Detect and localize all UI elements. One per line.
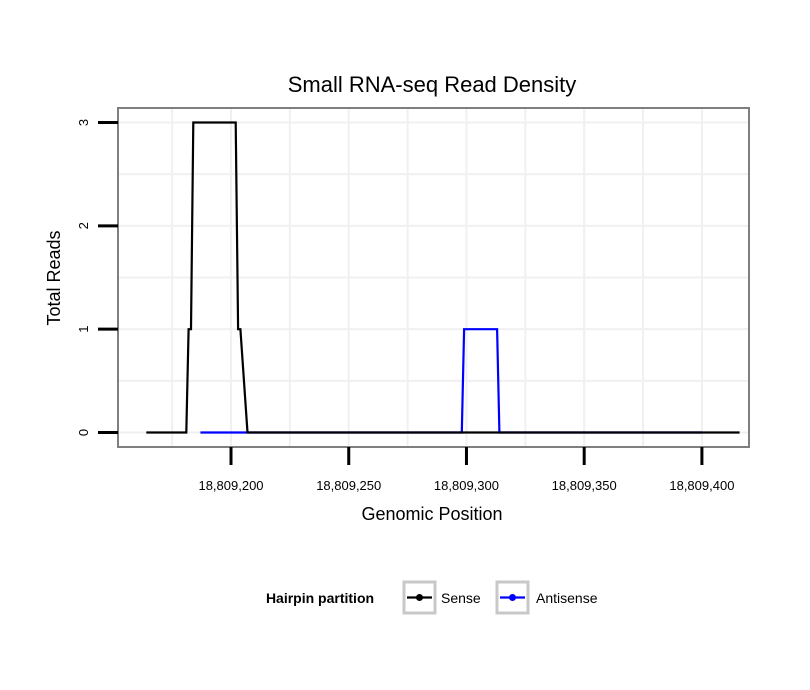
x-axis: 18,809,200 18,809,250 18,809,300 18,809,350… [198, 447, 734, 493]
legend-dot-sense [416, 594, 423, 601]
chart-title: Small RNA-seq Read Density [288, 72, 577, 97]
x-tick-label: 18,809,200 [198, 478, 263, 493]
y-tick-label: 1 [76, 326, 91, 333]
legend-label-antisense: Antisense [536, 590, 598, 606]
legend-label-sense: Sense [441, 590, 481, 606]
x-axis-title: Genomic Position [361, 504, 502, 524]
grid [118, 108, 749, 447]
y-tick-label: 2 [76, 222, 91, 229]
x-tick-label: 18,809,300 [434, 478, 499, 493]
legend-title: Hairpin partition [266, 590, 374, 606]
x-tick-label: 18,809,350 [552, 478, 617, 493]
x-tick-label: 18,809,250 [316, 478, 381, 493]
plot-panel [117, 107, 750, 448]
series-line-sense [146, 121, 740, 434]
legend-dot-antisense [509, 594, 516, 601]
legend: Hairpin partition Sense Antisense [266, 580, 598, 615]
y-tick-label: 0 [76, 429, 91, 436]
y-axis-title: Total Reads [44, 230, 64, 325]
x-tick-label: 18,809,400 [669, 478, 734, 493]
y-axis: 0 1 2 3 [76, 119, 118, 436]
y-tick-label: 3 [76, 119, 91, 126]
series-layer [146, 121, 740, 434]
